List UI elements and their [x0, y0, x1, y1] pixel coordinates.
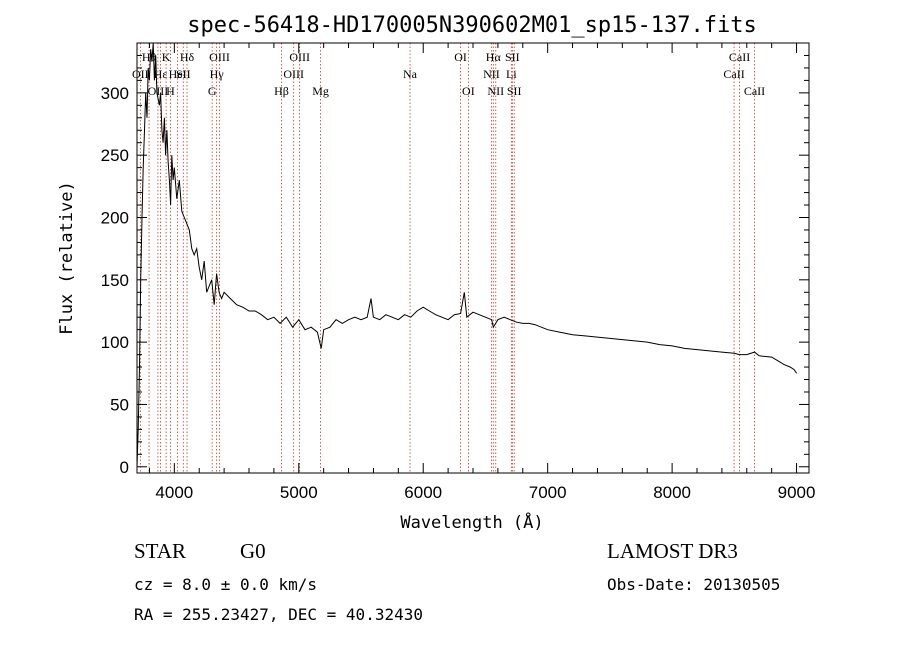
x-axis-label: Wavelength (Å) — [400, 511, 543, 533]
spectral-line-label: Hα — [486, 50, 502, 64]
spectral-line-label: Hε — [154, 67, 168, 81]
redshift-text: cz = 8.0 ± 0.0 km/s — [134, 575, 317, 594]
spectral-line-label: CaII — [744, 84, 765, 98]
chart-title: spec-56418-HD170005N390602M01_sp15-137.f… — [187, 13, 757, 38]
x-tick-label: 4000 — [155, 483, 193, 502]
spectral-line-label: Hδ — [180, 50, 195, 64]
spectral-line-label: CaII — [729, 50, 750, 64]
object-class: STAR — [134, 539, 186, 563]
spectral-line-label: Mg — [312, 84, 329, 98]
spectral-line-label: OII — [132, 67, 149, 81]
object-subclass: G0 — [240, 539, 266, 563]
spectral-line-label: NII — [487, 84, 504, 98]
y-axis-label: Flux (relative) — [57, 181, 77, 335]
x-tick-label: 6000 — [404, 483, 442, 502]
spectrum-series-line — [136, 42, 798, 467]
x-tick-label: 7000 — [529, 483, 567, 502]
spectral-line-label: CaII — [723, 67, 744, 81]
spectral-line-label: OI — [462, 84, 475, 98]
spectral-line-label: K — [162, 50, 171, 64]
spectral-line-label: OIII — [148, 84, 169, 98]
y-tick-label: 50 — [110, 395, 129, 414]
spectral-line-label: SII — [176, 67, 191, 81]
spectral-line-label: Li — [506, 67, 517, 81]
spectral-line-label: HeI — [169, 67, 187, 81]
spectral-line-label: Hβ — [274, 84, 289, 98]
y-tick-label: 300 — [101, 84, 129, 103]
y-tick-label: 150 — [101, 271, 129, 290]
survey-name: LAMOST DR3 — [607, 539, 738, 563]
x-tick-label: 5000 — [280, 483, 318, 502]
spectral-line-label: SII — [507, 84, 522, 98]
x-tick-label: 8000 — [653, 483, 691, 502]
spectral-line-label: OI — [454, 50, 467, 64]
spectral-line-label: H — [166, 84, 175, 98]
spectral-line-labels: OII Hθ OIII Hε K H HeI Hδ SII G Hγ OIII Hβ OIII OIII Mg… — [132, 50, 765, 98]
spectral-line-label: NII — [483, 67, 500, 81]
plot-frame — [136, 42, 810, 474]
spectral-line-label: OIII — [209, 50, 230, 64]
y-tick-label: 250 — [101, 146, 129, 165]
x-axis-ticks: 4000 5000 6000 7000 8000 9000 — [148, 43, 816, 502]
x-tick-label: 9000 — [778, 483, 816, 502]
y-axis-ticks: 0 50 100 150 200 250 300 — [101, 54, 809, 477]
y-tick-label: 0 — [120, 458, 129, 477]
obs-date-text: Obs-Date: 20130505 — [607, 575, 780, 594]
spectral-line-label: Hγ — [210, 67, 225, 81]
y-tick-label: 100 — [101, 333, 129, 352]
spectral-line-label: OIII — [283, 67, 304, 81]
spectral-line-label: Hθ — [142, 50, 157, 64]
spectral-line-markers — [139, 43, 755, 473]
spectral-line-label: SII — [505, 50, 520, 64]
spectral-line-label: Na — [403, 67, 418, 81]
spectral-line-label: OIII — [289, 50, 310, 64]
y-tick-label: 200 — [101, 208, 129, 227]
coordinates-text: RA = 255.23427, DEC = 40.32430 — [134, 605, 423, 624]
spectral-line-label: G — [208, 84, 217, 98]
